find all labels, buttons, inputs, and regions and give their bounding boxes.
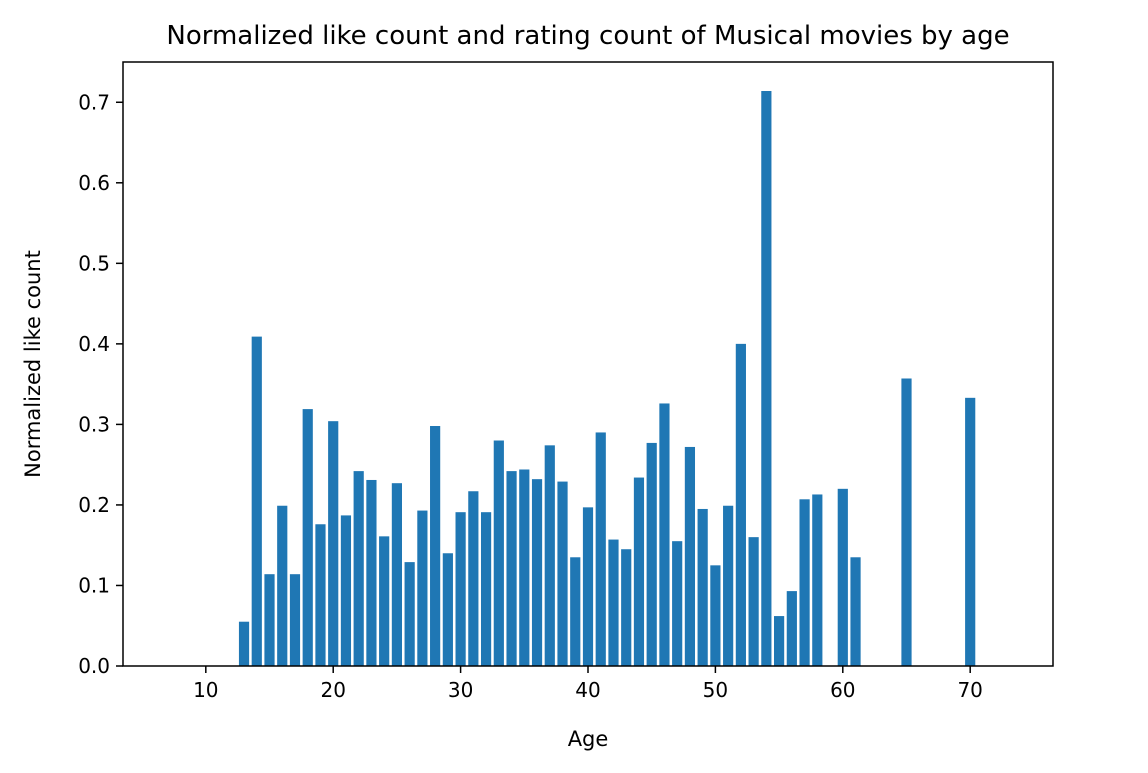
- bar-age-35: [519, 469, 530, 666]
- bar-age-24: [379, 536, 390, 666]
- bar-age-15: [264, 574, 275, 666]
- chart-title: Normalized like count and rating count o…: [166, 21, 1009, 51]
- x-axis-ticks: 10 20 30 40 50 60 70: [193, 666, 983, 702]
- y-tick-label: 0.4: [78, 332, 110, 356]
- y-axis-ticks: 0.0 0.1 0.2 0.3 0.4 0.5 0.6 0.7: [78, 90, 123, 678]
- bar-age-56: [786, 591, 797, 666]
- y-tick-label: 0.7: [78, 90, 110, 114]
- bar-age-39: [570, 557, 581, 666]
- bar-age-38: [557, 481, 568, 666]
- bar-age-22: [353, 471, 364, 666]
- x-tick-label: 60: [830, 678, 855, 702]
- bar-age-45: [646, 442, 657, 666]
- bar-age-34: [506, 471, 517, 666]
- bar-age-23: [366, 479, 377, 666]
- bar-age-13: [238, 621, 250, 666]
- y-tick-label: 0.3: [78, 412, 110, 436]
- bar-age-32: [480, 512, 492, 666]
- y-tick-label: 0.5: [78, 251, 110, 275]
- bar-age-57: [799, 499, 810, 666]
- bar-age-21: [340, 515, 352, 666]
- bar-age-55: [774, 616, 785, 666]
- bar-age-44: [633, 477, 645, 666]
- bar-age-48: [684, 446, 696, 666]
- bar-age-17: [289, 574, 301, 666]
- bar-age-65: [901, 378, 912, 666]
- bar-age-25: [391, 483, 402, 666]
- y-tick-label: 0.0: [78, 654, 110, 678]
- bar-age-14: [251, 336, 262, 666]
- x-tick-label: 20: [320, 678, 345, 702]
- bar-age-58: [812, 494, 823, 666]
- bar-age-49: [697, 508, 708, 666]
- bar-age-27: [417, 510, 428, 666]
- bar-age-60: [837, 488, 848, 666]
- bar-age-29: [442, 553, 453, 666]
- bar-age-31: [468, 491, 479, 666]
- bar-age-46: [659, 403, 670, 666]
- bar-age-19: [315, 524, 326, 666]
- bar-age-54: [761, 90, 772, 666]
- y-axis-label: Normalized like count: [21, 250, 45, 478]
- bar-age-51: [723, 505, 734, 666]
- y-tick-label: 0.6: [78, 171, 110, 195]
- bar-age-41: [595, 432, 606, 666]
- bar-age-40: [582, 507, 594, 666]
- bar-age-36: [531, 479, 543, 666]
- bar-age-30: [455, 512, 466, 666]
- bar-age-70: [965, 397, 976, 666]
- y-tick-label: 0.2: [78, 493, 110, 517]
- bar-age-26: [404, 562, 415, 666]
- bar-age-16: [277, 505, 288, 666]
- x-tick-label: 50: [703, 678, 728, 702]
- bar-age-53: [748, 537, 759, 666]
- bar-age-61: [850, 557, 861, 666]
- x-tick-label: 70: [957, 678, 982, 702]
- bar-age-28: [430, 426, 441, 666]
- bar-age-18: [302, 409, 313, 666]
- bars-group: [238, 90, 976, 666]
- x-axis-label: Age: [568, 727, 609, 751]
- bar-age-52: [735, 343, 746, 666]
- bar-age-43: [621, 549, 632, 666]
- bar-age-50: [710, 565, 721, 666]
- bar-age-37: [544, 445, 555, 666]
- x-tick-label: 40: [575, 678, 600, 702]
- bar-age-20: [328, 421, 339, 666]
- y-tick-label: 0.1: [78, 573, 110, 597]
- x-tick-label: 30: [448, 678, 473, 702]
- bar-age-47: [672, 541, 683, 666]
- x-tick-label: 10: [193, 678, 218, 702]
- plot-frame: [122, 61, 1054, 667]
- bar-age-33: [493, 440, 504, 666]
- bar-age-42: [608, 539, 619, 666]
